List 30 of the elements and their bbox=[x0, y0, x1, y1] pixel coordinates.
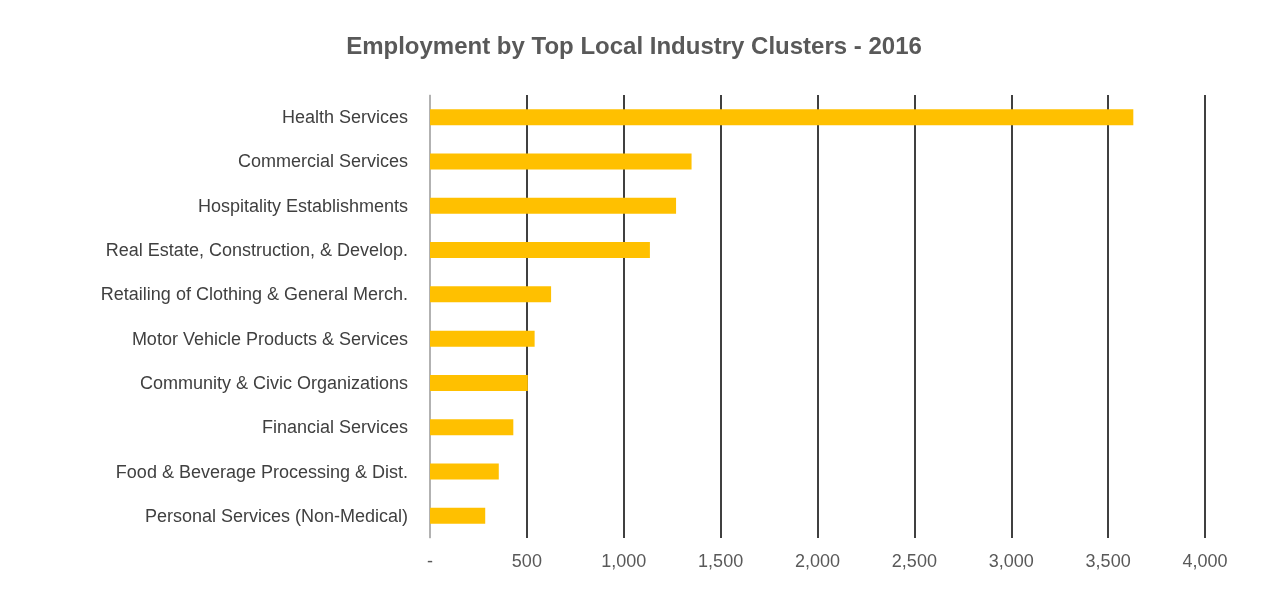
x-tick-label: 4,000 bbox=[1182, 551, 1228, 571]
chart-title: Employment by Top Local Industry Clusters - 2016 bbox=[346, 31, 922, 59]
x-tick-label: 1,000 bbox=[601, 551, 647, 571]
bar bbox=[430, 197, 677, 214]
bar bbox=[430, 153, 692, 170]
x-tick-label: 500 bbox=[511, 551, 542, 571]
x-tick-label: 2,000 bbox=[794, 551, 841, 571]
x-tick-label: 3,500 bbox=[1085, 551, 1131, 571]
y-tick-label: Community & Civic Organizations bbox=[139, 372, 408, 393]
y-tick-label: Motor Vehicle Products & Services bbox=[131, 328, 408, 349]
x-tick-label: 1,500 bbox=[698, 551, 744, 571]
y-tick-label: Retailing of Clothing & General Merch. bbox=[100, 284, 408, 305]
bar bbox=[430, 374, 528, 391]
bar bbox=[430, 419, 514, 436]
bar bbox=[430, 242, 650, 259]
y-tick-label: Health Services bbox=[281, 107, 408, 128]
bar bbox=[430, 507, 486, 524]
x-tick-label: - bbox=[427, 551, 433, 571]
y-tick-label: Food & Beverage Processing & Dist. bbox=[115, 461, 408, 482]
y-tick-label: Hospitality Establishments bbox=[197, 195, 408, 216]
bar bbox=[430, 330, 535, 347]
x-tick-label: 3,000 bbox=[988, 551, 1034, 571]
y-tick-label: Financial Services bbox=[261, 417, 408, 438]
bar bbox=[430, 109, 1134, 126]
y-tick-label: Commercial Services bbox=[237, 151, 408, 172]
bar bbox=[430, 463, 499, 480]
x-tick-label: 2,500 bbox=[891, 551, 937, 571]
y-tick-label: Personal Services (Non-Medical) bbox=[144, 505, 408, 526]
y-tick-label: Real Estate, Construction, & Develop. bbox=[105, 240, 408, 261]
bar bbox=[430, 286, 552, 303]
